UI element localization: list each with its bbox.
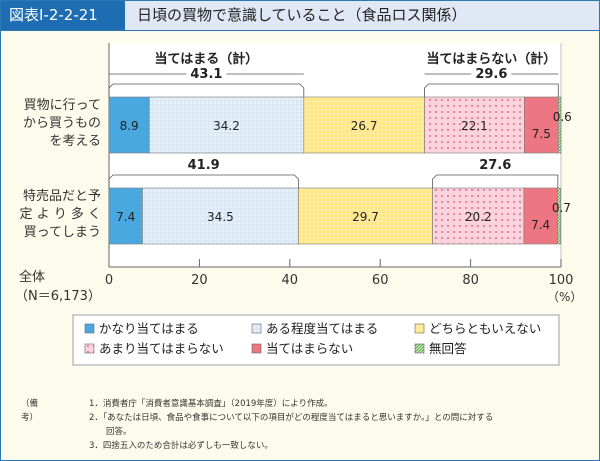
note-2-cont: 回答。 xyxy=(89,427,132,437)
data-label: 26.7 xyxy=(351,119,378,133)
bar-segment xyxy=(108,96,150,154)
data-label: 0.7 xyxy=(552,201,571,215)
disagree-bracket xyxy=(424,83,559,97)
legend-label: ある程度当てはまる xyxy=(266,321,378,336)
data-label: 34.5 xyxy=(207,210,234,224)
legend-label: あまり当てはまらない xyxy=(99,341,224,356)
bar-segment xyxy=(303,96,425,154)
sample-size-label: （N＝6,173） xyxy=(15,289,101,304)
legend-swatch xyxy=(84,323,95,334)
data-label: 7.4 xyxy=(116,210,135,224)
category-label: 特売品だと予 xyxy=(23,188,101,204)
x-tick-label: 60 xyxy=(372,273,389,288)
figure-header: 図表Ⅰ-2-2-21 日頃の買物で意識していること（食品ロス関係） xyxy=(1,1,599,31)
bar-segment xyxy=(557,96,562,154)
data-label: 22.1 xyxy=(461,119,488,133)
note-2: 2．「あなたは日頃、食品や食事について以下の項目がどの程度当てはまると思いますか… xyxy=(89,413,494,423)
note-3: 3．四捨五入のため合計は必ずしも一致しない。 xyxy=(89,441,273,451)
category-label: を考える xyxy=(49,134,101,149)
x-unit-label: （%） xyxy=(547,290,582,304)
legend-label: 無回答 xyxy=(429,341,467,356)
data-label: 34.2 xyxy=(213,119,240,133)
bar-segment xyxy=(142,187,299,245)
legend-swatch xyxy=(414,343,425,354)
x-tick-label: 0 xyxy=(105,273,113,288)
legend-swatch xyxy=(84,343,95,354)
data-label: 7.5 xyxy=(532,127,551,141)
notes-label: （備考） xyxy=(21,399,39,423)
bar-segment xyxy=(298,187,433,245)
data-label: 8.9 xyxy=(120,119,139,133)
x-tick-label: 80 xyxy=(462,273,479,288)
category-label: 買物に行って xyxy=(24,98,101,113)
disagree-bracket xyxy=(432,174,559,188)
bar-segment xyxy=(557,187,561,245)
bar-segment xyxy=(524,96,559,154)
data-label: 7.4 xyxy=(531,218,550,232)
legend-swatch xyxy=(251,323,262,334)
agree-total-label: 43.1 xyxy=(190,67,222,82)
legend-swatch xyxy=(251,343,262,354)
disagree-total-label: 29.6 xyxy=(475,67,507,82)
bar-segment xyxy=(523,187,558,245)
data-label: 0.6 xyxy=(553,110,572,124)
disagree-total-label: 27.6 xyxy=(479,158,511,173)
legend-swatch xyxy=(414,323,425,334)
note-1: 1．消費者庁「消費者意識基本調査」（2019年度）により作成。 xyxy=(89,399,333,409)
stacked-bar-chart: 0 20 40 60 80 100 （%） 全体 （N＝6,173） 8.9 34.2 26.7 22.… xyxy=(15,43,582,366)
figure-title: 日頃の買物で意識していること（食品ロス関係） xyxy=(137,6,467,24)
category-label: 定 よ り 多 く xyxy=(19,206,101,222)
category-label: から買うもの xyxy=(23,116,101,131)
x-tick-label: 20 xyxy=(191,273,208,288)
bar-segment xyxy=(424,96,525,154)
agree-total-label: 41.9 xyxy=(188,158,220,173)
agree-bracket xyxy=(108,174,299,188)
data-label: 29.7 xyxy=(352,210,379,224)
legend-label: どちらともいえない xyxy=(429,321,541,336)
category-label: 買ってしまう xyxy=(24,225,101,240)
bar-segment xyxy=(148,96,305,154)
legend-label: かなり当てはまる xyxy=(99,321,199,336)
data-label: 20.2 xyxy=(465,210,492,224)
agree-group-label: 当てはまる（計） xyxy=(155,51,259,67)
disagree-group-label: 当てはまらない（計） xyxy=(427,51,557,67)
figure-number: 図表Ⅰ-2-2-21 xyxy=(1,1,125,30)
bar-segment xyxy=(432,187,525,245)
legend-label: 当てはまらない xyxy=(266,341,353,356)
x-tick-label: 100 xyxy=(549,273,574,288)
x-tick-label: 40 xyxy=(282,273,299,288)
agree-bracket xyxy=(108,83,305,97)
sample-label: 全体 xyxy=(19,269,45,285)
legend-box xyxy=(72,314,560,366)
bar-segment xyxy=(108,187,143,245)
